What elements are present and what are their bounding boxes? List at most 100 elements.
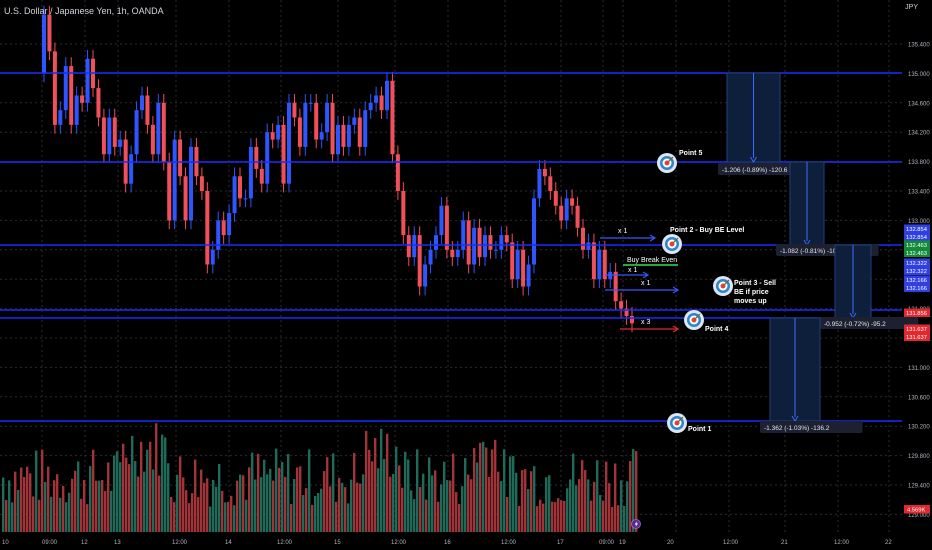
volume-bar bbox=[389, 476, 392, 532]
price-badge bbox=[904, 258, 930, 267]
volume-bar bbox=[344, 487, 347, 532]
point4-label: Point 4 bbox=[705, 326, 728, 333]
volume-bar bbox=[161, 434, 164, 532]
measure-label: -1.206 (-0.89%) -120.6 bbox=[722, 167, 788, 174]
volume-bar bbox=[314, 495, 317, 532]
volume-badge-text: 4.569K bbox=[907, 508, 926, 514]
volume-bar bbox=[626, 481, 629, 532]
volume-bar bbox=[257, 453, 260, 532]
volume-bar bbox=[137, 476, 140, 532]
volume-bar bbox=[401, 487, 404, 532]
candle-body bbox=[504, 235, 509, 243]
time-label: 21 bbox=[781, 540, 788, 546]
volume-bar bbox=[500, 481, 503, 532]
candle-body bbox=[292, 102, 297, 118]
time-label: 20 bbox=[667, 540, 674, 546]
time-label: 22 bbox=[885, 540, 892, 546]
candle-body bbox=[47, 14, 52, 52]
volume-bar bbox=[68, 492, 71, 532]
point4-target-icon[interactable] bbox=[684, 310, 704, 330]
price-tick: 130.600 bbox=[908, 395, 930, 401]
price-range-measures[interactable]: -1.206 (-0.89%) -120.6 -1.082 (-0.81%) -1… bbox=[718, 72, 919, 433]
volume-bar bbox=[266, 474, 269, 532]
candle-body bbox=[406, 235, 411, 258]
time-label: 19 bbox=[619, 540, 626, 546]
candle-body bbox=[254, 146, 259, 169]
candle-body bbox=[140, 95, 144, 111]
volume-bar bbox=[146, 449, 149, 532]
price-badge bbox=[904, 324, 930, 333]
volume-bar bbox=[209, 506, 212, 532]
candle-body bbox=[570, 198, 575, 206]
candle-body bbox=[319, 132, 324, 140]
volume-bar bbox=[485, 447, 488, 532]
price-tick: 129.400 bbox=[908, 484, 930, 490]
volume-bar bbox=[455, 492, 458, 532]
point5-target-icon[interactable] bbox=[657, 153, 677, 173]
candle-body bbox=[134, 110, 139, 155]
candle-body bbox=[439, 205, 444, 236]
volume-bar bbox=[578, 479, 581, 532]
volume-bar bbox=[410, 490, 413, 532]
volume-bar bbox=[86, 504, 89, 532]
candle-body bbox=[156, 102, 161, 155]
annotations[interactable]: Point 5 Point 2 - Buy BE Level Point 3 - S… bbox=[600, 150, 776, 529]
measure-label: -0.952 (-0.72%) -95.2 bbox=[824, 321, 886, 328]
volume-bar bbox=[635, 451, 638, 532]
price-axis[interactable]: 135.400 135.000 134.600 134.200 133.800 133.4… bbox=[904, 43, 930, 519]
x3-label: x 3 bbox=[641, 319, 650, 326]
volume-bar bbox=[182, 477, 185, 532]
candle-body bbox=[287, 102, 291, 184]
target-dart bbox=[672, 237, 679, 244]
volume-bar bbox=[623, 505, 626, 532]
volume-bar bbox=[359, 483, 362, 532]
volume-bar bbox=[422, 473, 425, 532]
candle-body bbox=[80, 95, 85, 103]
volume-bar bbox=[356, 482, 359, 532]
point1-target-icon[interactable] bbox=[667, 413, 687, 433]
volume-bar bbox=[464, 458, 467, 532]
volume-bar bbox=[263, 459, 266, 532]
volume-bar bbox=[230, 495, 233, 532]
volume-bar bbox=[260, 477, 263, 532]
price-badge-text: 132.463 bbox=[906, 251, 927, 257]
volume-bar bbox=[17, 489, 20, 532]
volume-bar bbox=[434, 470, 437, 532]
volume-bar bbox=[545, 477, 548, 532]
volume-bar bbox=[497, 471, 500, 532]
target-dart bbox=[667, 156, 674, 163]
price-tick: 134.600 bbox=[908, 101, 930, 107]
time-label: 15 bbox=[334, 540, 341, 546]
candle-body bbox=[74, 95, 79, 125]
volume-bar bbox=[353, 452, 356, 532]
candle-body bbox=[390, 80, 395, 155]
price-tick: 133.400 bbox=[908, 190, 930, 196]
volume-bar bbox=[614, 463, 617, 532]
point3-target-icon[interactable] bbox=[713, 276, 733, 296]
candle-body bbox=[428, 249, 433, 265]
volume-bar bbox=[305, 488, 308, 532]
time-axis[interactable]: 10 09:00 12 13 12:00 14 12:00 15 12:00 16 12:00 17 0… bbox=[2, 540, 892, 546]
volume-bar bbox=[170, 496, 173, 532]
price-badge bbox=[904, 308, 930, 317]
volume-bar bbox=[191, 493, 194, 532]
volume-bar bbox=[77, 461, 80, 532]
candle-body bbox=[395, 154, 400, 191]
volume-bar bbox=[218, 463, 221, 532]
candle-body bbox=[107, 117, 112, 155]
volume-bar bbox=[368, 449, 371, 532]
volume-bar bbox=[47, 466, 50, 532]
candle-body bbox=[564, 198, 569, 221]
point2-target-icon[interactable] bbox=[662, 234, 682, 254]
volume-bar bbox=[308, 449, 311, 532]
candle-body bbox=[341, 124, 346, 147]
volume-bar bbox=[431, 475, 434, 532]
price-badge bbox=[904, 283, 930, 292]
volume-bar bbox=[488, 476, 491, 532]
volume-bar bbox=[29, 473, 32, 532]
candle-body bbox=[553, 191, 558, 206]
candle-body bbox=[363, 110, 368, 147]
volume-bar bbox=[5, 500, 8, 532]
time-label: 12:00 bbox=[723, 540, 739, 546]
